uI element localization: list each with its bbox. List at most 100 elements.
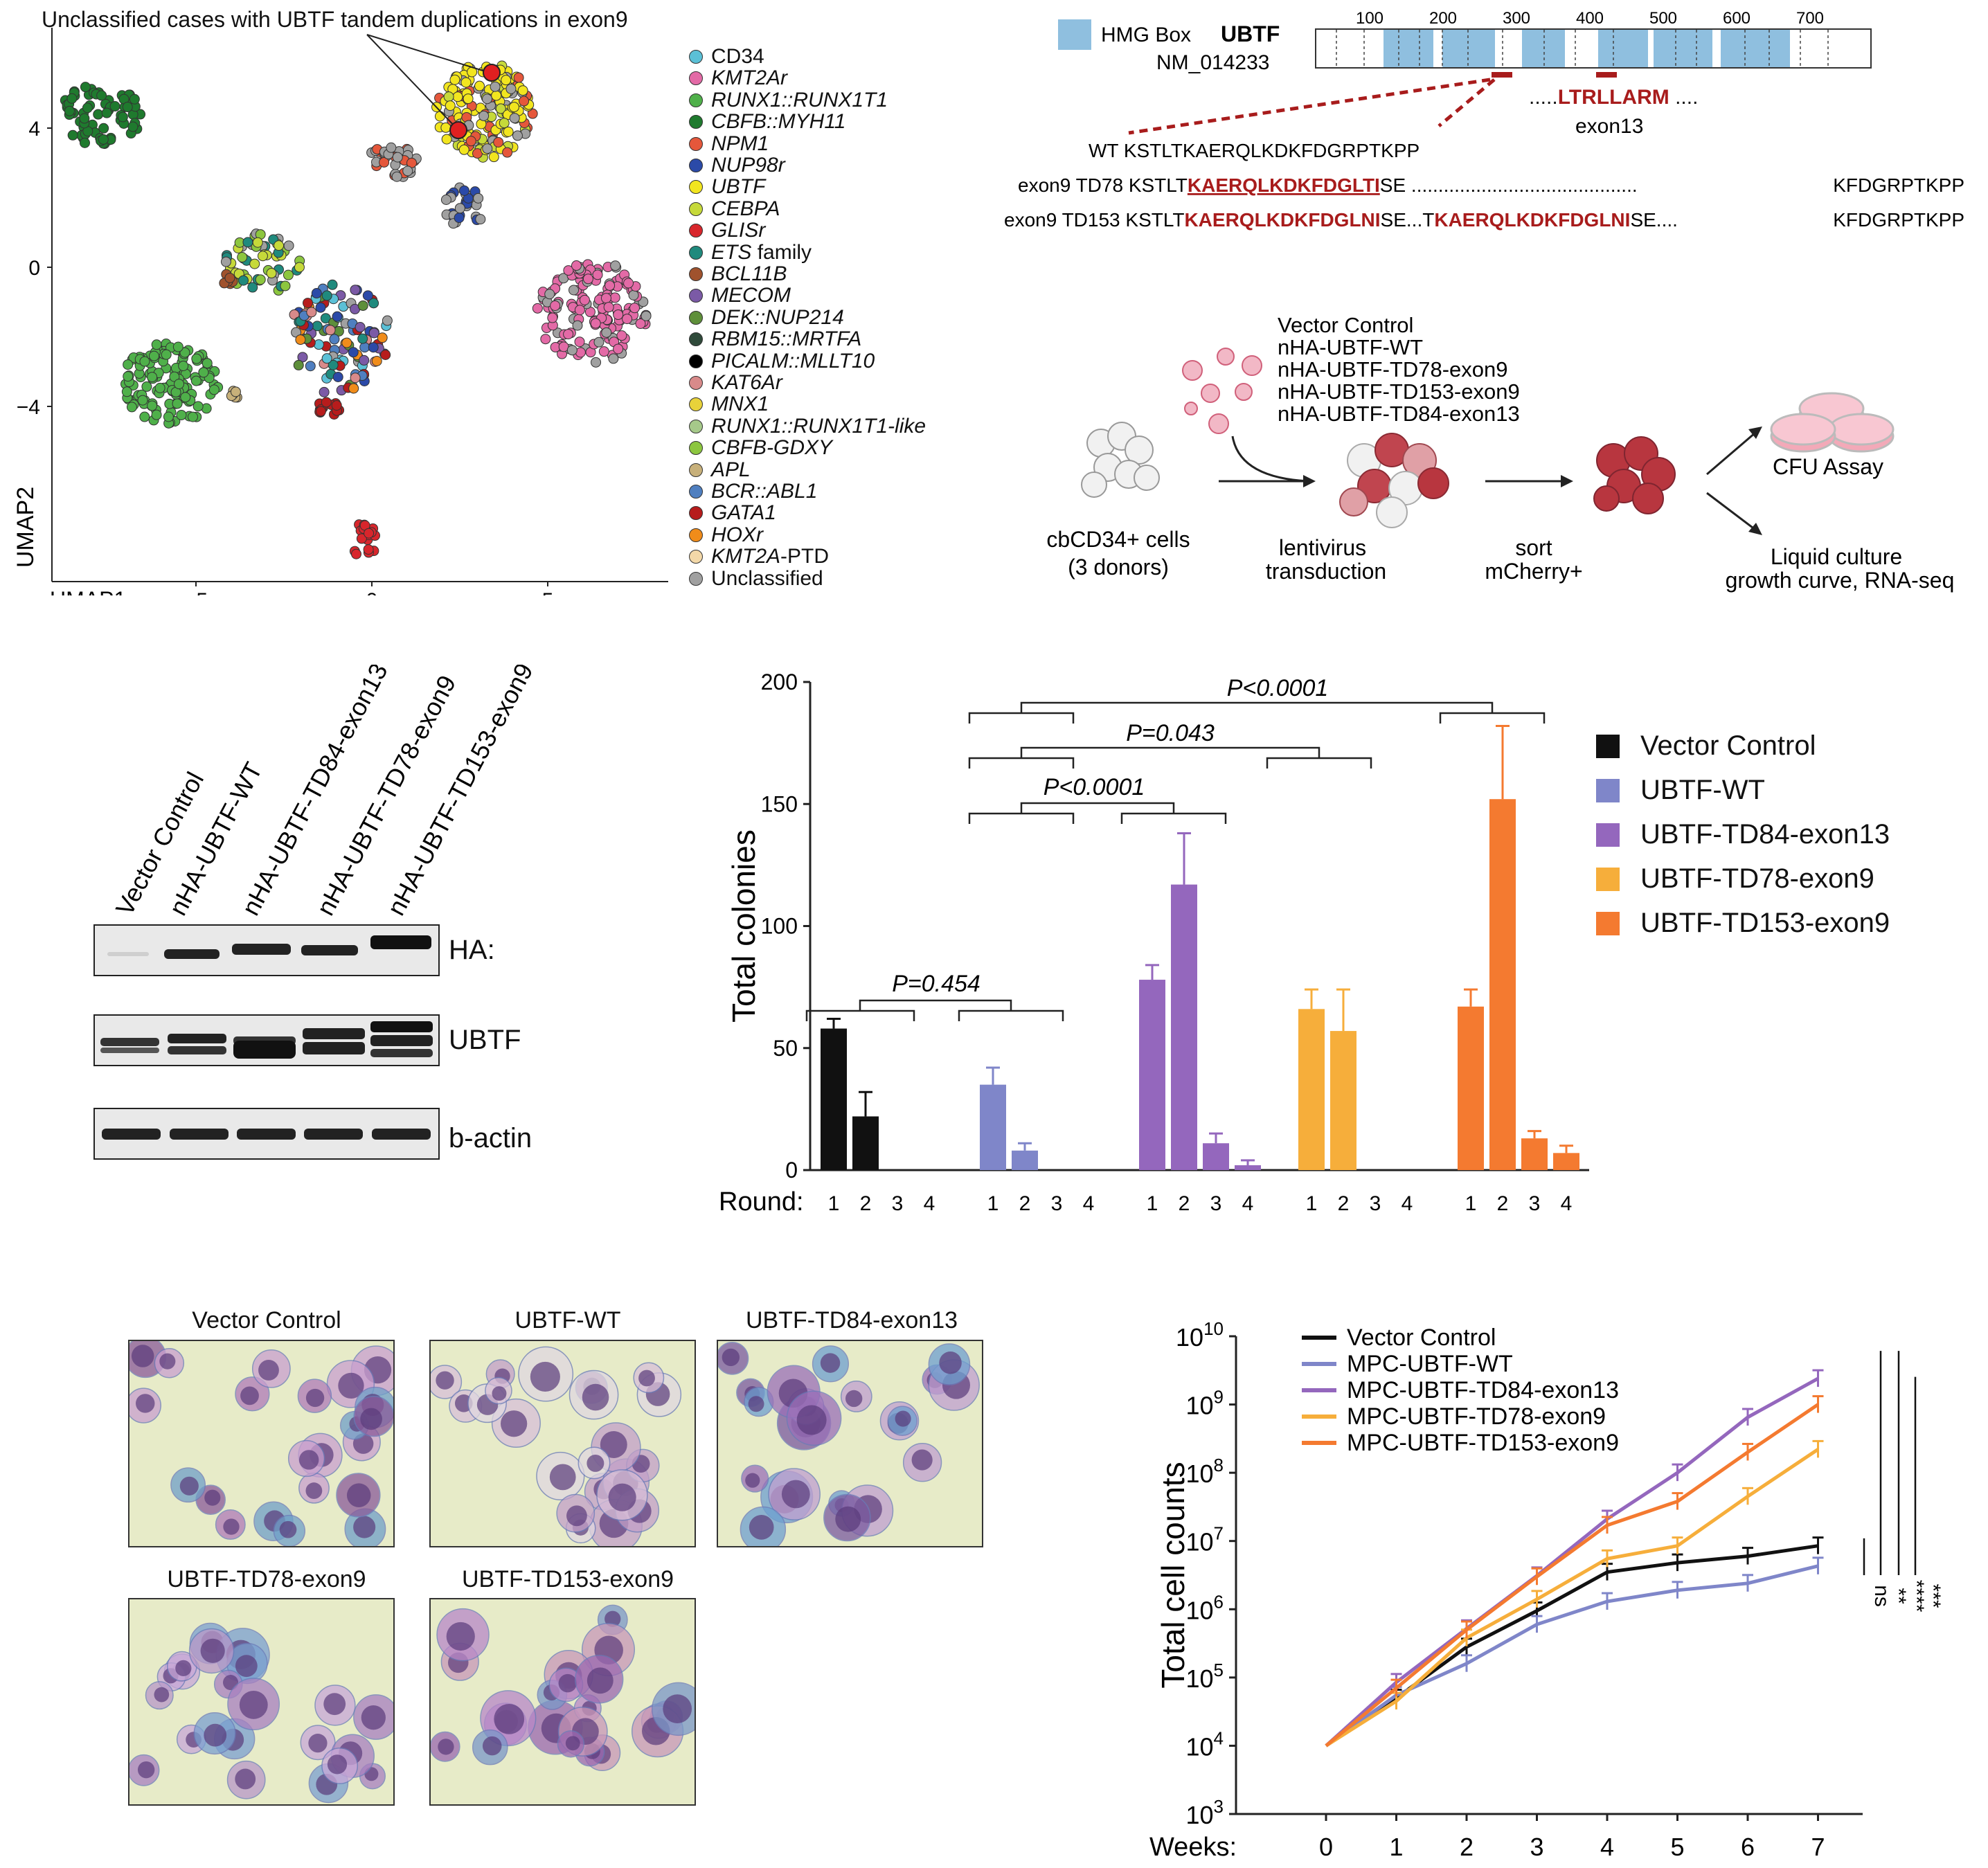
umap-point: [363, 544, 374, 555]
umap-xtick: −5: [184, 589, 208, 595]
umap-point: [161, 349, 172, 360]
legend-label: CBFB::MYH11: [711, 110, 846, 134]
blot-label-ha: HA:: [449, 935, 495, 965]
umap-point: [139, 356, 150, 367]
legend-dot: [689, 376, 703, 390]
exon13-sequence: .....LTRLLARM ....: [1529, 86, 1698, 109]
legend-swatch: [1596, 911, 1620, 935]
colony-bar: [1521, 1138, 1548, 1170]
western-blot-panel: Vector Control nHA-UBTF-WT nHA-UBTF-TD84…: [0, 665, 623, 1177]
umap-legend-item: RUNX1::RUNX1T1: [689, 89, 888, 111]
umap-point: [306, 307, 317, 318]
sig-bracket: [968, 712, 1075, 724]
umap-point: [187, 411, 198, 422]
umap-legend-item: MNX1: [689, 393, 769, 415]
umap-point: [613, 309, 624, 321]
umap-point: [641, 310, 652, 321]
exon13-marker: [1596, 72, 1617, 78]
umap-point: [126, 402, 137, 413]
umap-panel: Unclassified cases with UBTF tandem dupl…: [0, 0, 983, 623]
umap-point: [328, 359, 339, 370]
cells-label: (3 donors): [1068, 555, 1169, 580]
legend-dot: [689, 441, 703, 456]
umap-legend-item: KMT2A-PTD: [689, 545, 829, 568]
umap-point: [82, 102, 93, 114]
legend-dot: [689, 159, 703, 172]
umap-point: [379, 156, 390, 168]
umap-point: [315, 406, 326, 417]
colony-bar: [1203, 1143, 1229, 1170]
umap-point: [386, 142, 397, 153]
umap-xtick: 5: [542, 589, 554, 595]
umap-legend-item: CEBPA: [689, 197, 780, 220]
umap-point: [98, 123, 109, 134]
umap-point: [147, 372, 158, 383]
line-ytick: 104: [1185, 1727, 1224, 1761]
legend-dot: [689, 224, 703, 238]
umap-point: [257, 251, 268, 262]
round-tick: 4: [1083, 1192, 1095, 1215]
round-tick: 2: [1179, 1192, 1190, 1215]
umap-legend-item: GLISr: [689, 219, 765, 242]
legend-dot: [689, 332, 703, 347]
sig-bracket: [1020, 746, 1320, 758]
umap-point: [348, 383, 359, 394]
umap-point: [623, 278, 634, 289]
umap-point: [540, 334, 551, 345]
highlight-case: [449, 121, 467, 139]
round-tick: 3: [1210, 1192, 1222, 1215]
umap-point: [368, 298, 379, 309]
umap-point: [517, 85, 528, 96]
umap-point: [311, 288, 322, 299]
umap-point: [563, 329, 574, 340]
line-ytick: 108: [1185, 1455, 1224, 1488]
umap-point: [305, 361, 316, 372]
umap-point: [566, 345, 577, 356]
round-tick: 3: [1051, 1192, 1063, 1215]
umap-point: [608, 353, 619, 364]
colony-bar: [980, 1084, 1006, 1170]
umap-point: [454, 203, 465, 214]
umap-point: [574, 336, 585, 348]
umap-point: [67, 129, 78, 141]
umap-legend-item: Unclassified: [689, 567, 823, 590]
liquid-culture-label: growth curve, RNA-seq: [1726, 568, 1955, 593]
round-tick: 2: [1019, 1192, 1031, 1215]
umap-point: [129, 93, 140, 105]
transcript-id: NM_014233: [1156, 51, 1269, 74]
umap-point: [505, 83, 517, 94]
sorted-cells-icon: [1593, 436, 1676, 514]
umap-point: [93, 109, 104, 120]
legend-swatch: [1596, 867, 1620, 891]
legend-label: GATA1: [711, 501, 776, 525]
line-ytick: 106: [1185, 1591, 1224, 1624]
umap-point: [440, 194, 451, 205]
line-xtick: 3: [1530, 1833, 1543, 1861]
umap-point: [80, 82, 91, 93]
legend-label: MECOM: [711, 284, 791, 307]
sig-bracket: [859, 999, 1012, 1011]
umap-point: [139, 411, 150, 422]
legend-label: BCR::ABL1: [711, 480, 818, 503]
colony-bar: [1553, 1153, 1579, 1170]
umap-point: [123, 359, 134, 370]
umap-point: [151, 409, 162, 420]
colony-legend-item: UBTF-TD78-exon9: [1596, 863, 1874, 895]
umap-point: [127, 121, 138, 132]
umap-point: [252, 237, 263, 248]
umap-legend-item: CBFB-GDXY: [689, 436, 832, 459]
growth-series-line: [1325, 1376, 1819, 1748]
bar-ytick: 50: [773, 1036, 798, 1061]
umap-legend-item: UBTF: [689, 175, 765, 198]
umap-point: [591, 357, 602, 368]
hmg-legend-label: HMG Box: [1101, 24, 1191, 46]
umap-point: [341, 337, 352, 348]
round-tick: 2: [1497, 1192, 1509, 1215]
hmg-box: [1442, 30, 1495, 67]
umap-point: [359, 342, 370, 353]
umap-point: [283, 269, 294, 280]
legend-dot: [689, 180, 703, 195]
umap-point: [512, 130, 523, 141]
legend-dot: [689, 201, 703, 216]
umap-point: [151, 339, 162, 350]
